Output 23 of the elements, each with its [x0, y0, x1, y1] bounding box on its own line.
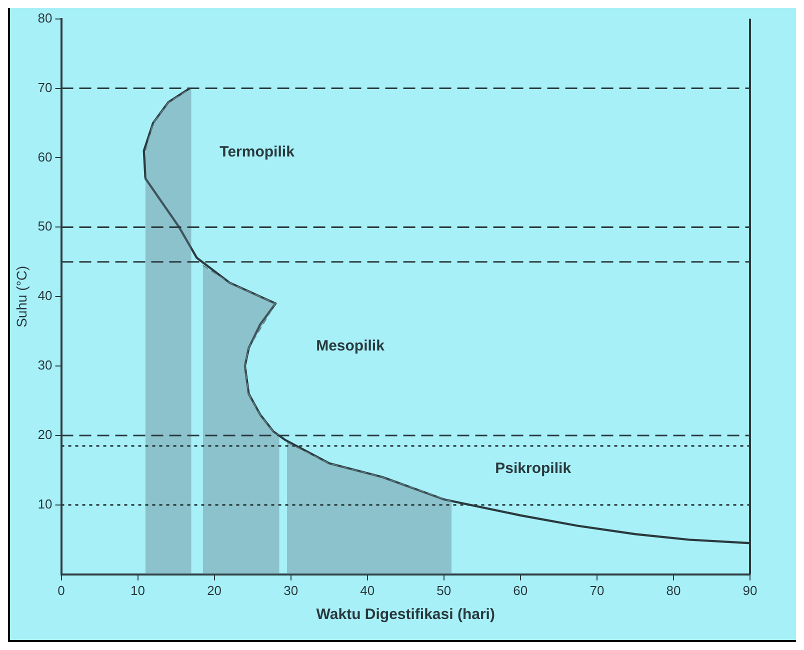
y-tick-label: 20	[38, 427, 52, 442]
x-tick-label: 20	[207, 582, 222, 598]
x-tick-label: 10	[130, 582, 146, 598]
x-tick-label: 70	[590, 582, 604, 598]
y-axis-title: Suhu (°C)	[13, 266, 30, 328]
y-tick-label: 70	[38, 80, 52, 95]
x-tick-label: 40	[360, 582, 375, 598]
annotation: Psikropilik	[495, 460, 572, 477]
annotation: Termopilik	[220, 143, 296, 160]
y-tick-label: 50	[38, 218, 52, 234]
x-tick-label: 30	[284, 582, 298, 598]
y-tick-label: 80	[38, 10, 52, 26]
y-tick-label: 30	[38, 358, 52, 373]
x-tick-label: 90	[742, 582, 758, 598]
x-tick-label: 80	[666, 582, 681, 598]
x-tick-label: 0	[58, 582, 65, 598]
x-axis-title: Waktu Digestifikasi (hari)	[316, 606, 495, 624]
y-tick-label: 40	[38, 288, 52, 304]
y-tick-label: 10	[38, 496, 52, 512]
annotation: Mesopilik	[316, 338, 386, 355]
x-tick-label: 50	[436, 582, 452, 598]
y-tick-label: 60	[38, 149, 52, 164]
x-tick-label: 60	[513, 582, 528, 598]
